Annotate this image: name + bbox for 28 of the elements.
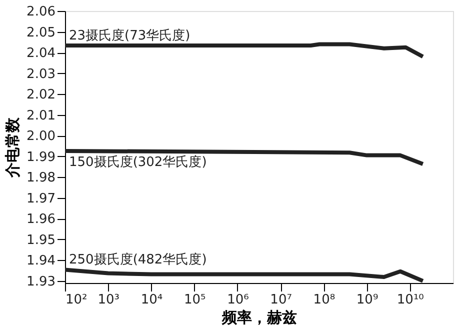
- y-axis-title: 介电常数: [4, 116, 22, 178]
- y-tick-label: 1.93: [26, 274, 56, 290]
- series-label: 250摄氏度(482华氏度): [69, 252, 207, 268]
- x-tick-label: 10⁹: [356, 292, 378, 308]
- y-tick-label: 1.99: [26, 150, 56, 165]
- y-tick-label: 1.95: [26, 232, 56, 248]
- x-tick-label: 10¹⁰: [396, 292, 424, 308]
- y-tick-label: 2.03: [26, 66, 56, 82]
- y-tick-label: 2.01: [26, 108, 56, 124]
- x-tick-label: 10⁴: [140, 292, 163, 308]
- y-tick-label: 1.96: [26, 212, 56, 228]
- series-label: 150摄氏度(302华氏度): [69, 154, 207, 170]
- series-label: 23摄氏度(73华氏度): [69, 27, 190, 44]
- y-tick-label: 1.94: [26, 254, 56, 269]
- x-axis-title: 频率，赫兹: [221, 308, 297, 326]
- x-tick-label: 10⁵: [184, 292, 206, 308]
- x-tick-label: 10³: [98, 292, 120, 308]
- y-tick-label: 2.04: [26, 46, 56, 62]
- x-tick-label: 10⁷: [270, 292, 292, 308]
- x-tick-label: 10⁶: [227, 292, 249, 308]
- y-tick-label: 2.02: [26, 88, 56, 103]
- y-tick-label: 2.00: [26, 129, 56, 144]
- y-tick-label: 1.98: [26, 170, 56, 186]
- y-tick-label: 2.06: [26, 4, 56, 20]
- y-tick-label: 1.97: [26, 191, 56, 206]
- y-tick-label: 2.05: [26, 25, 56, 40]
- x-tick-label: 10²: [66, 292, 88, 308]
- x-tick-label: 10⁸: [313, 292, 336, 308]
